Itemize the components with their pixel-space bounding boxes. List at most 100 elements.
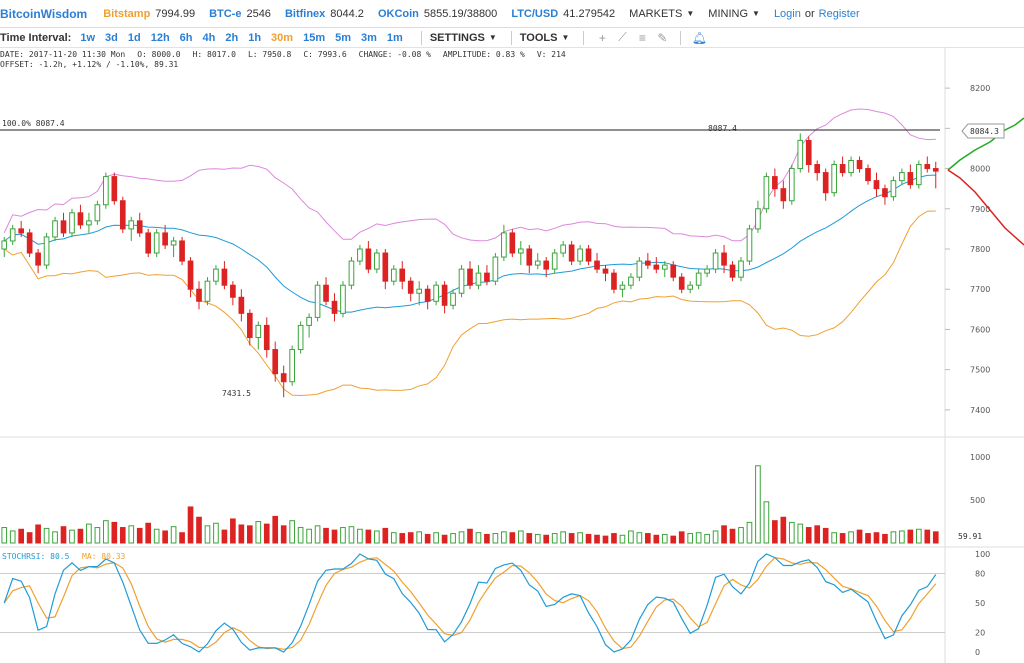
- interval-3d[interactable]: 3d: [105, 31, 118, 44]
- volume-bar: [441, 534, 448, 544]
- volume-bar: [416, 531, 423, 544]
- interval-1h[interactable]: 1h: [248, 31, 262, 44]
- candle: [526, 244, 533, 274]
- volume-bar: [636, 532, 643, 544]
- plus-icon[interactable]: +: [598, 30, 606, 45]
- caret-down-icon: ▼: [752, 9, 760, 18]
- candle: [86, 212, 92, 233]
- ticker-okcoin[interactable]: OKCoin 5855.19/38800: [378, 8, 497, 20]
- volume-bar: [221, 529, 228, 544]
- candle: [856, 156, 863, 173]
- candle: [204, 277, 211, 306]
- interval-3m[interactable]: 3m: [361, 31, 377, 44]
- ticker-exchange: Bitstamp: [103, 7, 151, 20]
- candle: [839, 156, 846, 177]
- interval-15m[interactable]: 15m: [303, 31, 326, 44]
- ticker-exchange: BTC-e: [209, 7, 242, 20]
- ticker-exchange: OKCoin: [377, 7, 419, 20]
- interval-1m[interactable]: 1m: [386, 31, 403, 44]
- stoch-axis-tick: 0: [975, 648, 980, 657]
- ticker-bitfinex[interactable]: Bitfinex 8044.2: [285, 8, 364, 20]
- candle: [323, 277, 329, 306]
- candle: [772, 168, 778, 197]
- ticker-btce[interactable]: BTC-e 2546: [209, 8, 271, 20]
- pencil-icon[interactable]: ✎: [657, 30, 668, 45]
- candle: [348, 257, 355, 290]
- candle: [805, 136, 812, 173]
- candle: [43, 232, 50, 270]
- interval-4h[interactable]: 4h: [202, 31, 216, 44]
- time-interval-label: Time Interval:: [0, 31, 72, 44]
- volume-axis-tick: 500: [970, 496, 985, 505]
- toolbar-divider: [420, 30, 422, 45]
- candle: [534, 253, 541, 270]
- price-axis-tick: 7500: [970, 366, 990, 375]
- line-icon[interactable]: ⟋: [618, 30, 627, 44]
- candle: [35, 249, 41, 274]
- candle: [484, 265, 490, 286]
- ticker-bitstamp[interactable]: Bitstamp 7994.99: [103, 8, 195, 20]
- candle: [69, 208, 75, 237]
- interval-6h[interactable]: 6h: [179, 31, 193, 44]
- volume-bar: [263, 523, 270, 544]
- volume-bar: [907, 529, 914, 544]
- interval-1w[interactable]: 1w: [80, 31, 96, 44]
- mining-menu[interactable]: MINING ▼: [708, 8, 760, 20]
- volume-bar: [882, 533, 888, 544]
- candle: [128, 216, 135, 241]
- last-volume-value: 59.91: [958, 532, 982, 541]
- settings-button[interactable]: SETTINGS ▼: [430, 32, 497, 44]
- volume-bar: [805, 527, 812, 544]
- candle: [738, 257, 744, 282]
- candle: [873, 172, 880, 197]
- candle: [18, 220, 24, 237]
- interval-12h[interactable]: 12h: [150, 31, 170, 44]
- hline-icon[interactable]: ≡: [638, 30, 646, 45]
- login-link[interactable]: Login: [773, 7, 801, 20]
- settings-label: SETTINGS: [429, 31, 485, 44]
- ticker-ltcusd[interactable]: LTC/USD 41.279542: [511, 8, 615, 20]
- volume-bar: [136, 527, 143, 544]
- volume-bar: [543, 534, 550, 544]
- volume-bar: [899, 530, 905, 544]
- volume-bar: [755, 465, 761, 544]
- bell-icon[interactable]: 🔔︎: [691, 30, 708, 45]
- tools-button[interactable]: TOOLS ▼: [520, 32, 570, 44]
- candle: [399, 261, 406, 290]
- volume-bar: [297, 527, 304, 544]
- volume-bar: [111, 521, 118, 544]
- volume-bar: [831, 532, 837, 544]
- interval-30m[interactable]: 30m: [271, 31, 294, 44]
- high-marker: 8087.4: [708, 124, 737, 133]
- candle: [932, 161, 939, 189]
- volume-bar: [280, 525, 287, 544]
- volume-bar: [661, 533, 668, 544]
- brand-logo[interactable]: BitcoinWisdom: [0, 6, 88, 21]
- volume-bar: [932, 531, 939, 544]
- stoch-axis-tick: 80: [975, 570, 985, 579]
- volume-bar: [501, 531, 507, 544]
- candle: [306, 313, 312, 338]
- last-price-tag: 8084.3: [961, 123, 1005, 139]
- volume-bar: [145, 522, 152, 544]
- register-link[interactable]: Register: [818, 7, 860, 20]
- candle: [382, 249, 389, 290]
- candle: [238, 289, 245, 322]
- ask-depth-line: [947, 169, 1024, 246]
- markets-menu[interactable]: MARKETS ▼: [629, 8, 694, 20]
- volume-bar: [289, 520, 295, 544]
- candle: [628, 273, 634, 290]
- volume-bar: [611, 533, 617, 544]
- volume-bar: [306, 528, 312, 544]
- volume-bar: [382, 527, 389, 544]
- interval-2h[interactable]: 2h: [225, 31, 239, 44]
- interval-1d[interactable]: 1d: [127, 31, 141, 44]
- volume-bar: [238, 524, 245, 544]
- candle: [60, 212, 67, 237]
- volume-bar: [839, 533, 846, 544]
- candle: [77, 204, 84, 229]
- candle: [670, 261, 677, 282]
- candle: [755, 200, 761, 233]
- interval-5m[interactable]: 5m: [335, 31, 352, 44]
